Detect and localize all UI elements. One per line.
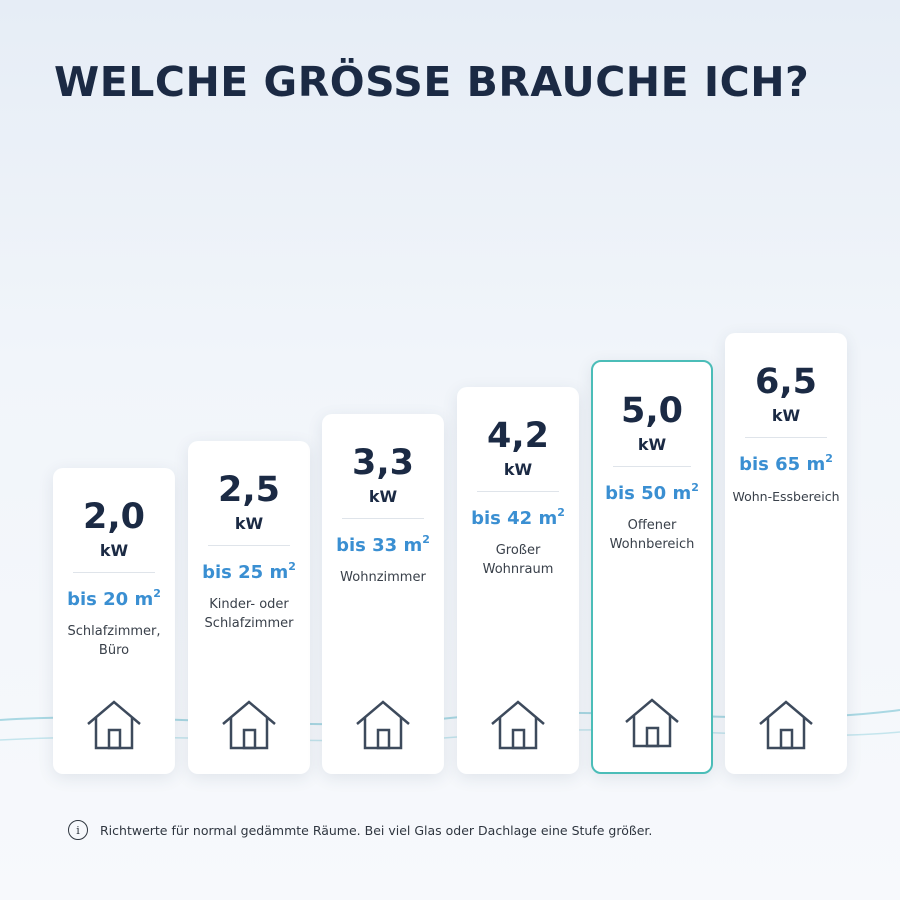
- power-value: 6,5: [754, 362, 817, 402]
- heater-card-6-5kw[interactable]: 6,5 kW bis 65 m2 Wohn-Essbereich: [725, 333, 847, 774]
- power-unit: kW: [234, 514, 264, 533]
- house-icon: [759, 700, 813, 750]
- heater-card-2-5kw[interactable]: 2,5 kW bis 25 m2 Kinder- oder Schlafzimm…: [188, 441, 310, 774]
- room-type: Wohn-Essbereich: [732, 489, 840, 504]
- power-unit: kW: [368, 487, 398, 506]
- area-value: bis 50 m2: [605, 481, 699, 504]
- divider: [745, 437, 827, 438]
- power-value: 2,5: [217, 470, 280, 510]
- area-value: bis 65 m2: [739, 452, 833, 475]
- area-value: bis 25 m2: [202, 560, 296, 583]
- power-value: 5,0: [620, 391, 683, 431]
- house-icon: [356, 700, 410, 750]
- house-icon: [491, 700, 545, 750]
- power-unit: kW: [771, 406, 801, 425]
- area-value: bis 33 m2: [336, 533, 430, 556]
- info-icon: i: [68, 820, 88, 840]
- heater-card-3-3kw[interactable]: 3,3 kW bis 33 m2 Wohnzimmer: [322, 414, 444, 774]
- power-unit: kW: [637, 435, 667, 454]
- power-value: 3,3: [351, 443, 414, 483]
- page-title: WELCHE GRÖSSE BRAUCHE ICH?: [54, 58, 810, 106]
- house-icon: [625, 698, 679, 748]
- power-value: 2,0: [82, 497, 145, 537]
- heater-card-4-2kw[interactable]: 4,2 kW bis 42 m2 Großer Wohnraum: [457, 387, 579, 774]
- room-type: Wohnzimmer: [340, 570, 426, 585]
- info-note: i Richtwerte für normal gedämmte Räume. …: [68, 820, 652, 840]
- divider: [73, 572, 155, 573]
- area-value: bis 42 m2: [471, 506, 565, 529]
- power-unit: kW: [503, 460, 533, 479]
- divider: [208, 545, 290, 546]
- heater-card-2-0kw[interactable]: 2,0 kW bis 20 m2 Schlafzimmer, Büro: [53, 468, 175, 774]
- divider: [342, 518, 424, 519]
- room-type: Kinder- oder Schlafzimmer: [204, 597, 294, 631]
- info-note-text: Richtwerte für normal gedämmte Räume. Be…: [100, 822, 653, 838]
- house-icon: [222, 700, 276, 750]
- area-value: bis 20 m2: [67, 587, 161, 610]
- power-unit: kW: [99, 541, 129, 560]
- divider: [477, 491, 559, 492]
- room-type: Schlafzimmer, Büro: [67, 624, 161, 658]
- divider: [613, 466, 691, 467]
- room-type: Großer Wohnraum: [482, 543, 554, 577]
- heater-card-5-0kw[interactable]: 5,0 kW bis 50 m2 Offener Wohnbereich: [591, 360, 713, 774]
- power-value: 4,2: [486, 416, 549, 456]
- room-type: Offener Wohnbereich: [609, 518, 695, 552]
- house-icon: [87, 700, 141, 750]
